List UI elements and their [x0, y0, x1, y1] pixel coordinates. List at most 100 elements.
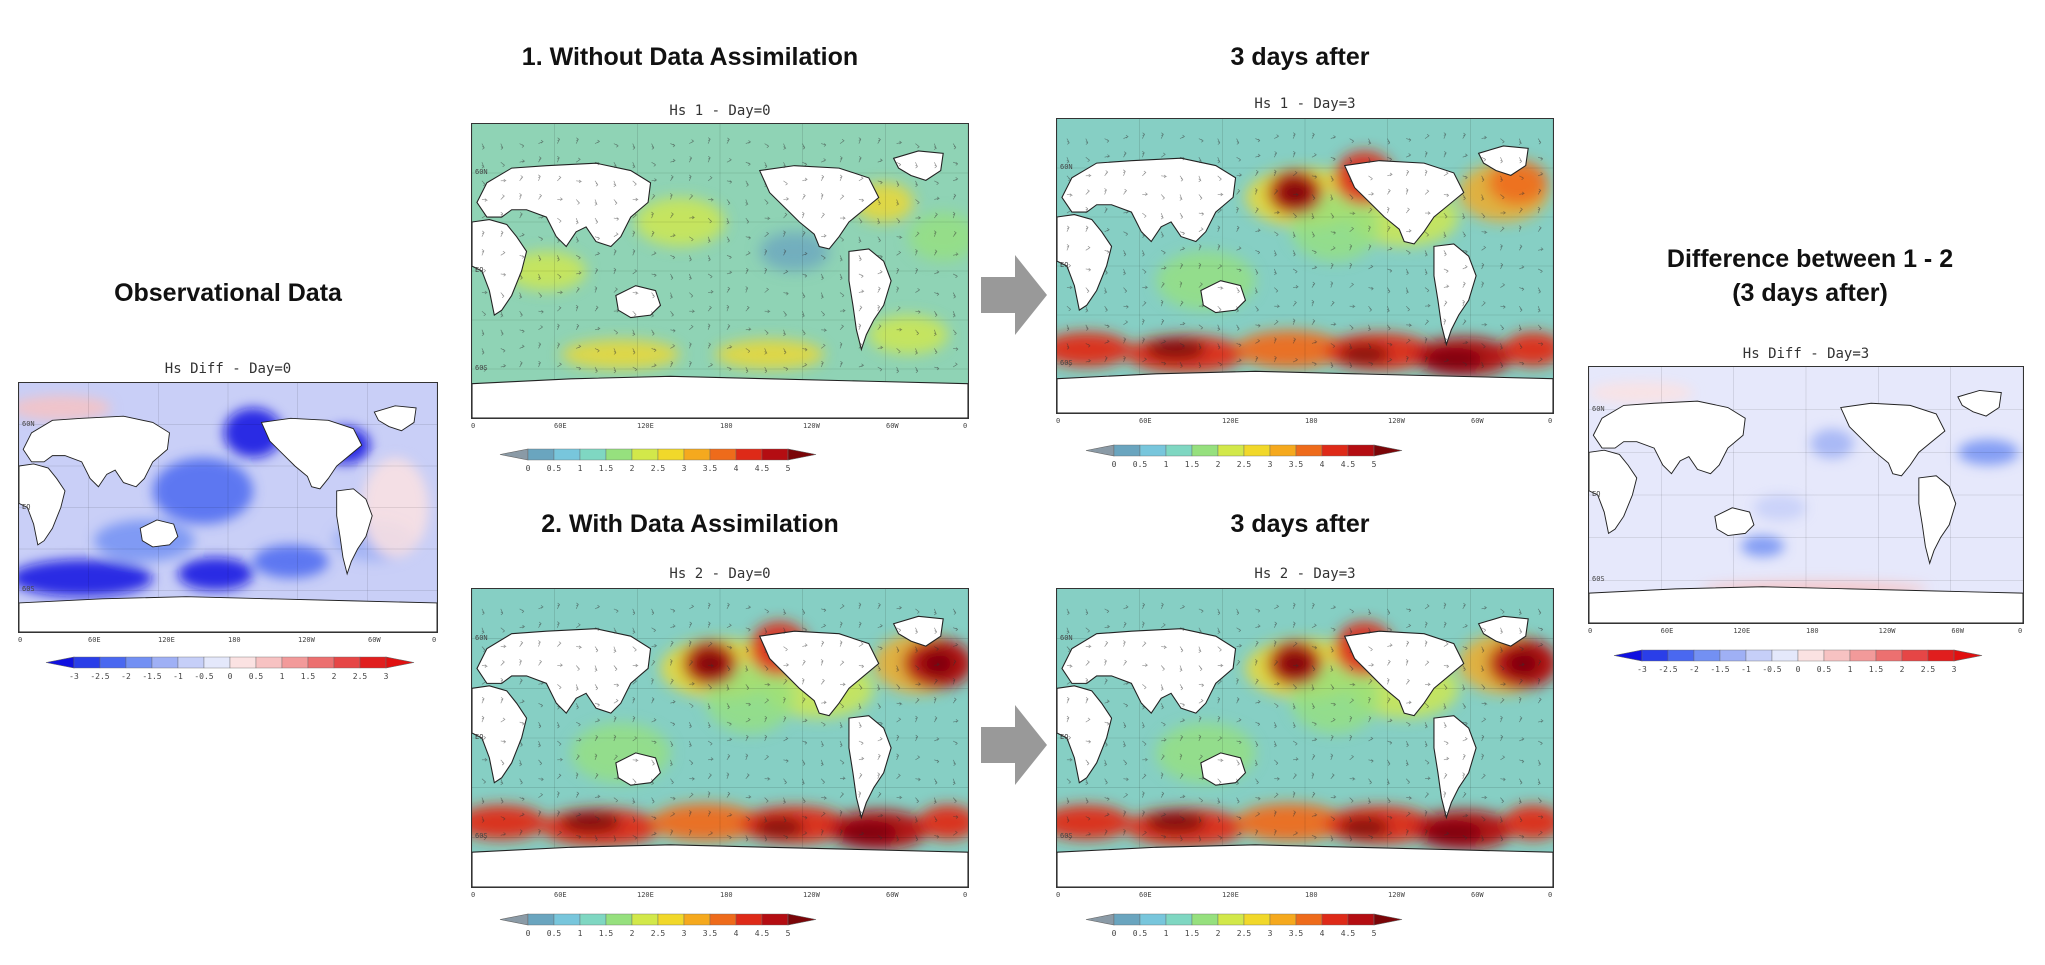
colorbar-obs: -3 -2.5 -2 -1.5 -1 -0.5 0 0.5 1 1.5 2 2.5 3	[45, 656, 415, 685]
lon-tick-label: 180	[720, 891, 733, 899]
colorbar-segment	[1217, 913, 1245, 926]
colorbar-min-extend	[1613, 649, 1643, 662]
colorbar-segment	[125, 656, 153, 669]
colorbar-segment	[527, 913, 555, 926]
colorbar-label: -1	[173, 672, 183, 681]
colorbar-segment	[553, 448, 581, 461]
colorbar-label: 5	[786, 464, 791, 473]
lon-tick-labels: 0 60E 120E 180 120W 60W 0	[1588, 627, 2024, 637]
lon-tick-label: 0	[1548, 417, 1553, 425]
colorbar-label: 2	[332, 672, 337, 681]
colorbar-label: 1.5	[599, 464, 614, 473]
lat-tick-label: 60N	[475, 168, 488, 177]
map-title-hs1-day3: Hs 1 - Day=3	[1254, 96, 1356, 112]
colorbar-label: 0	[228, 672, 233, 681]
colorbar-segment	[1347, 913, 1375, 926]
colorbar-segment	[553, 913, 581, 926]
colorbar-label: 2	[1216, 929, 1221, 938]
colorbar-label: 2.5	[1237, 460, 1252, 469]
colorbar-segment	[1849, 649, 1877, 662]
lon-tick-label: 60W	[368, 636, 381, 644]
colorbar-label: 4	[734, 464, 739, 473]
colorbar-segment	[203, 656, 231, 669]
lon-tick-label: 120W	[298, 636, 315, 644]
colorbar-label: 1	[578, 464, 583, 473]
colorbar-segment	[1347, 444, 1375, 457]
colorbar-min-extend	[45, 656, 75, 669]
lat-tick-label: EQ	[1060, 733, 1069, 741]
colorbar-segment	[1745, 649, 1773, 662]
colorbar-label: 5	[1372, 929, 1377, 938]
colorbar-segment	[1113, 444, 1141, 457]
lon-tick-label: 180	[1806, 627, 1819, 635]
colorbar-max-extend	[1373, 444, 1403, 457]
colorbar-segment	[735, 448, 763, 461]
colorbar-segment	[1217, 444, 1245, 457]
lat-tick-label: EQ	[1060, 261, 1069, 269]
heading-without-data-assimilation: 1. Without Data Assimilation	[521, 43, 859, 71]
lon-tick-label: 0	[471, 891, 476, 899]
map-title-hs1-day0: Hs 1 - Day=0	[669, 103, 771, 119]
colorbar-diff-day3: -3 -2.5 -2 -1.5 -1 -0.5 0 0.5 1 1.5 2 2.5 3	[1613, 649, 1983, 678]
lon-tick-label: 60W	[886, 891, 899, 899]
colorbar-label: 3.5	[703, 929, 718, 938]
colorbar-label: 3.5	[1289, 460, 1304, 469]
colorbar-segment	[1797, 649, 1825, 662]
colorbar-label: 1.5	[1185, 929, 1200, 938]
colorbar-segment	[1321, 913, 1349, 926]
map-observational-hs-diff-day0	[18, 382, 438, 633]
lon-tick-labels: 0 60E 120E 180 120W 60W 0	[1056, 417, 1554, 427]
heading-with-data-assimilation: 2. With Data Assimilation	[541, 510, 839, 538]
colorbar-segment	[255, 656, 283, 669]
lon-tick-label: 0	[2018, 627, 2023, 635]
lon-tick-label: 0	[963, 422, 968, 430]
colorbar-segment	[307, 656, 335, 669]
map-hs1-day3	[1056, 118, 1554, 414]
colorbar-hs1-day3: 0 0.5 1 1.5 2 2.5 3 3.5 4 4.5 5	[1085, 444, 1403, 473]
colorbar-segment	[1113, 913, 1141, 926]
colorbar-segment	[709, 448, 737, 461]
colorbar-segment	[1139, 444, 1167, 457]
lon-tick-label: 60E	[88, 636, 101, 644]
lon-tick-label: 0	[1548, 891, 1553, 899]
colorbar-max-extend	[787, 913, 817, 926]
colorbar-label: 2	[630, 464, 635, 473]
lat-tick-label: 60N	[1060, 634, 1073, 642]
colorbar-label: -2.5	[1658, 665, 1677, 674]
colorbar-segment	[281, 656, 309, 669]
colorbar-hs1-day0: 0 0.5 1 1.5 2 2.5 3 3.5 4 4.5 5	[499, 448, 817, 477]
lon-tick-label: 120W	[803, 891, 820, 899]
colorbar-segment	[333, 656, 361, 669]
colorbar-segment	[527, 448, 555, 461]
colorbar-label: 5	[1372, 460, 1377, 469]
colorbar-label: 0.5	[1817, 665, 1832, 674]
colorbar-label: 2	[1216, 460, 1221, 469]
colorbar-label: 3	[682, 464, 687, 473]
colorbar-label: 3.5	[1289, 929, 1304, 938]
lon-tick-label: 60E	[1139, 417, 1152, 425]
colorbar-label: -2	[1689, 665, 1699, 674]
colorbar-segment	[1875, 649, 1903, 662]
colorbar-min-extend	[499, 913, 529, 926]
colorbar-label: 2.5	[1921, 665, 1936, 674]
lat-tick-label: EQ	[475, 266, 484, 274]
colorbar-segment	[1269, 444, 1297, 457]
colorbar-label: 0.5	[249, 672, 264, 681]
lat-tick-label: 60N	[22, 419, 35, 428]
colorbar-label: -3	[1637, 665, 1647, 674]
map-hs2-day0	[471, 588, 969, 888]
lon-tick-label: 120E	[637, 422, 654, 430]
colorbar-label: 1	[578, 929, 583, 938]
colorbar-label: 2	[630, 929, 635, 938]
map-hs1-day0	[471, 123, 969, 419]
lon-tick-label: 60W	[1471, 891, 1484, 899]
colorbar-max-extend	[385, 656, 415, 669]
colorbar-segment	[1321, 444, 1349, 457]
colorbar-label: 0	[526, 464, 531, 473]
lon-tick-label: 60W	[1471, 417, 1484, 425]
colorbar-label: 1	[1164, 460, 1169, 469]
lon-tick-label: 180	[1305, 891, 1318, 899]
colorbar-segment	[579, 913, 607, 926]
colorbar-label: 4.5	[755, 464, 770, 473]
lon-tick-labels: 0 60E 120E 180 120W 60W 0	[471, 422, 969, 432]
